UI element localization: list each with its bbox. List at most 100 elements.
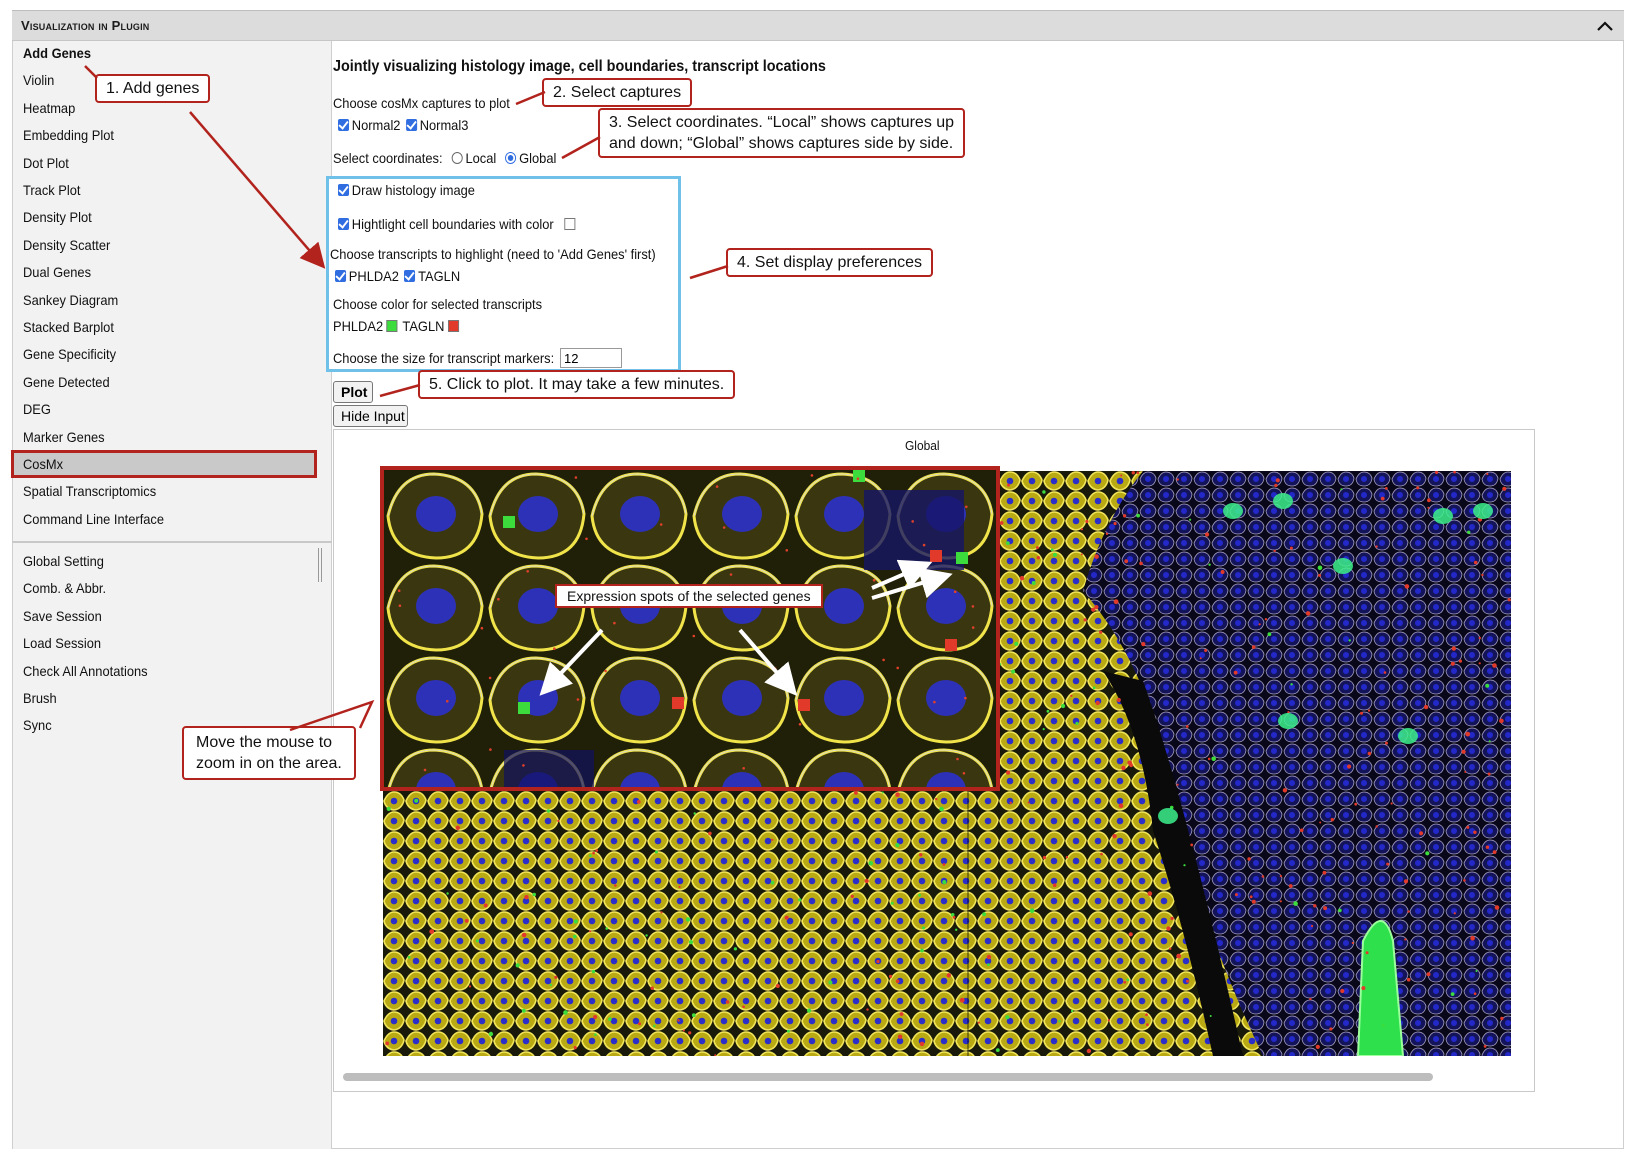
sidebar-item-gene-detected[interactable]: Gene Detected <box>23 373 110 390</box>
chevron-up-icon[interactable] <box>1594 15 1616 37</box>
green-cell-blob <box>1473 503 1493 519</box>
sidebar-item-gene-specificity[interactable]: Gene Specificity <box>23 346 117 363</box>
sidebar-item-add-genes[interactable]: Add Genes <box>23 45 91 61</box>
sidebar-item-sankey-diagram[interactable]: Sankey Diagram <box>23 291 119 308</box>
transcript-dot <box>1427 498 1431 503</box>
small-transcript-dot <box>965 505 968 509</box>
transcript-dot <box>1384 487 1388 490</box>
transcript-dot <box>1011 669 1016 674</box>
radio-local[interactable] <box>451 152 463 164</box>
green-cell-blob <box>1398 728 1418 744</box>
draw-histology-checkbox[interactable] <box>338 184 350 196</box>
sidebar-item-stacked-barplot[interactable]: Stacked Barplot <box>23 319 114 335</box>
small-transcript-dot <box>810 474 814 477</box>
panel-header[interactable]: Visualization in Plugin <box>12 10 1624 41</box>
marker-tagln <box>798 699 810 711</box>
transcript-dot <box>1340 988 1345 994</box>
sidebar-divider <box>12 541 332 543</box>
transcript-checkbox-tagln[interactable] <box>404 270 416 282</box>
transcript-dot <box>636 800 641 804</box>
transcript-dot <box>959 997 965 1003</box>
transcript-dot <box>995 1048 1000 1052</box>
capture-checkbox-normal2[interactable] <box>338 119 350 131</box>
transcript-dot <box>1183 864 1186 867</box>
highlight-boundaries-checkbox[interactable] <box>338 218 350 230</box>
transcript-label-tagln: TAGLN <box>418 268 461 284</box>
transcript-dot <box>1251 899 1256 904</box>
sidebar-item-comb-abbr[interactable]: Comb. & Abbr. <box>23 580 107 597</box>
sidebar-item-dot-plot[interactable]: Dot Plot <box>23 154 69 171</box>
transcript-dot <box>771 838 774 841</box>
transcript-dot <box>614 884 617 887</box>
transcript-dot <box>1128 932 1133 937</box>
sidebar-item-heatmap[interactable]: Heatmap <box>23 99 76 116</box>
zoom-region[interactable] <box>380 466 1000 791</box>
transcript-dot <box>1204 649 1208 652</box>
sidebar-item-deg[interactable]: DEG <box>23 401 51 418</box>
small-transcript-dot <box>480 626 484 630</box>
transcript-dot <box>589 854 592 857</box>
sidebar-item-cosmx[interactable]: CosMx <box>23 456 64 472</box>
highlight-boundaries-row: Hightlight cell boundaries with color <box>338 216 580 232</box>
sidebar-item-global-setting[interactable]: Global Setting <box>23 553 104 569</box>
sidebar-item-command-line-interface[interactable]: Command Line Interface <box>23 510 165 527</box>
sidebar-item-track-plot[interactable]: Track Plot <box>23 182 81 198</box>
transcript-dot <box>1046 709 1050 713</box>
transcript-dot <box>1099 630 1103 634</box>
sidebar-item-density-scatter[interactable]: Density Scatter <box>23 236 111 253</box>
transcript-dot <box>1317 565 1323 571</box>
sidebar-item-save-session[interactable]: Save Session <box>23 607 102 624</box>
transcript-dot <box>1385 741 1388 745</box>
callout-step5: 5. Click to plot. It may take a few minu… <box>418 370 736 399</box>
marker-size-input[interactable] <box>560 348 622 368</box>
transcript-dot <box>1492 850 1497 854</box>
transcript-dot <box>1486 472 1489 476</box>
transcript-dot <box>1330 818 1334 822</box>
transcript-dot <box>1205 532 1210 537</box>
color-picker-tagln[interactable] <box>448 320 460 332</box>
transcript-dot <box>1176 953 1182 959</box>
transcript-dot <box>1380 496 1385 501</box>
transcript-dot <box>521 1008 526 1013</box>
capture-checkbox-normal3[interactable] <box>405 119 417 131</box>
transcript-checkbox-phlda2[interactable] <box>335 270 347 282</box>
color-gene-phlda2: PHLDA2 <box>333 318 384 334</box>
color-picker-phlda2[interactable] <box>386 320 398 332</box>
transcript-dot <box>1080 553 1083 556</box>
boundary-color-picker[interactable] <box>564 218 576 230</box>
green-cell-blob <box>1278 713 1298 729</box>
transcript-dot <box>1058 1020 1061 1023</box>
sidebar-item-load-session[interactable]: Load Session <box>23 635 102 652</box>
sidebar-item-sync[interactable]: Sync <box>23 717 52 734</box>
plot-button[interactable]: Plot <box>333 381 373 403</box>
transcript-dot <box>691 1013 696 1018</box>
transcript-dot <box>939 806 944 812</box>
sidebar-item-brush[interactable]: Brush <box>23 690 57 706</box>
transcript-dot <box>986 954 992 960</box>
transcript-dot <box>987 963 990 966</box>
sidebar-item-embedding-plot[interactable]: Embedding Plot <box>23 127 114 144</box>
sidebar-item-check-all-annotations[interactable]: Check All Annotations <box>23 662 148 679</box>
small-transcript-dot <box>489 748 492 751</box>
hide-input-button[interactable]: Hide Input <box>333 405 408 427</box>
horizontal-scrollbar[interactable] <box>343 1073 1433 1081</box>
transcript-dot <box>1390 802 1393 805</box>
panel-splitter[interactable] <box>318 548 322 582</box>
sidebar-item-spatial-transcriptomics[interactable]: Spatial Transcriptomics <box>23 483 157 500</box>
transcript-dot <box>488 1031 494 1037</box>
transcript-dot <box>1485 845 1490 849</box>
transcript-dot <box>1095 700 1100 706</box>
transcript-dot <box>1360 711 1363 715</box>
transcript-dot <box>1208 563 1211 566</box>
sidebar-item-marker-genes[interactable]: Marker Genes <box>23 428 105 445</box>
color-label: Choose color for selected transcripts <box>333 296 543 312</box>
radio-global[interactable] <box>505 152 517 164</box>
callout-zoom-line1: Move the mouse to <box>196 734 333 751</box>
sidebar-item-violin[interactable]: Violin <box>23 72 55 89</box>
transcript-dot <box>521 932 527 938</box>
transcript-dot <box>1186 979 1189 983</box>
sidebar-item-dual-genes[interactable]: Dual Genes <box>23 264 92 281</box>
sidebar-item-density-plot[interactable]: Density Plot <box>23 209 92 226</box>
coords-row: Select coordinates: Local Global <box>333 150 556 166</box>
transcript-dot <box>1381 1024 1385 1028</box>
